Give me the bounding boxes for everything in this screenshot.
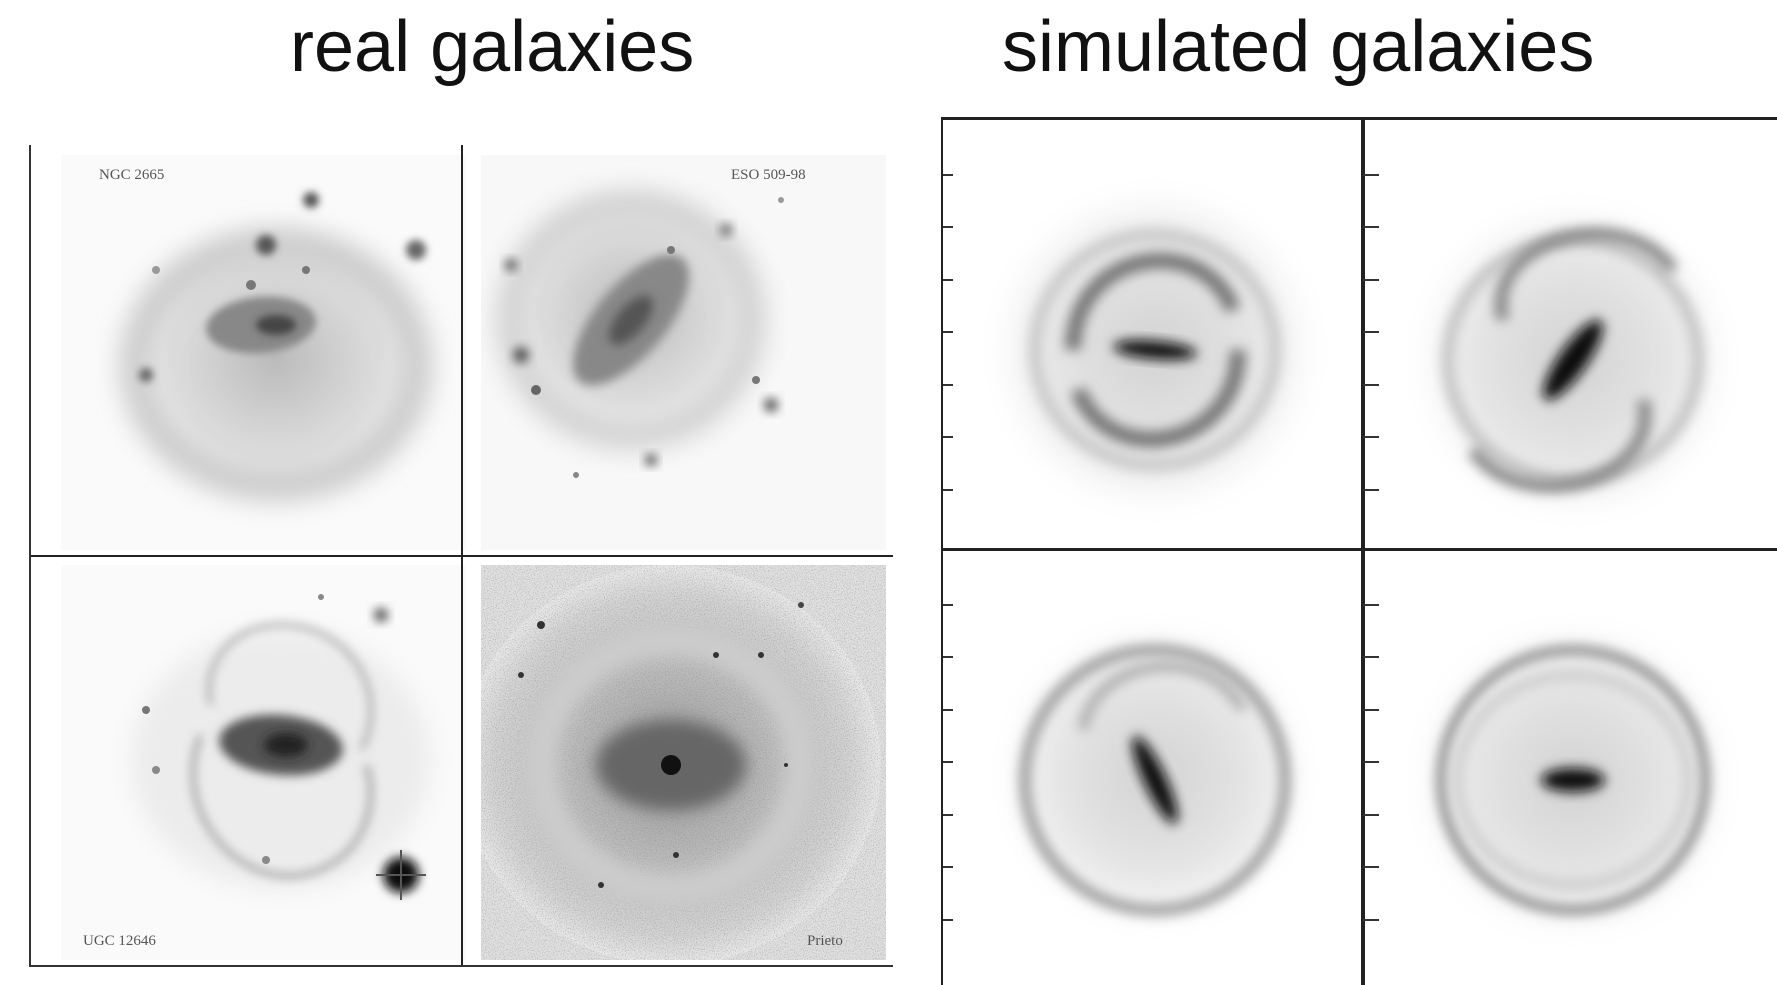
real-grid-horizontal-divider (31, 555, 893, 557)
panel-label-prieto: Prieto (807, 933, 843, 949)
galaxy-image-4 (481, 565, 886, 960)
panel-label-eso-509-98: ESO 509-98 (731, 167, 806, 183)
simulated-galaxy-4 (1408, 615, 1738, 945)
simulated-galaxy-3 (995, 615, 1315, 935)
simulated-panels (943, 120, 1777, 985)
galaxy-image-2 (481, 155, 886, 550)
heading-real: real galaxies (290, 7, 695, 87)
simulated-galaxies-grid (941, 117, 1777, 985)
simulated-grid-vertical-divider (1361, 120, 1365, 985)
real-galaxies-grid: NGC 2665 ESO 509-98 (29, 145, 893, 967)
panel-label-ugc-12646: UGC 12646 (83, 933, 156, 949)
galaxy-image-3 (61, 565, 466, 960)
real-panel-prieto: Prieto (481, 565, 886, 960)
real-panel-ngc-2665: NGC 2665 (61, 155, 466, 550)
tick-marks (943, 174, 1379, 921)
panel-label-ngc-2665: NGC 2665 (99, 167, 165, 183)
simulated-grid-horizontal-divider (943, 548, 1777, 551)
simulated-galaxy-1 (985, 180, 1325, 520)
real-panel-ugc-12646: UGC 12646 (61, 565, 466, 960)
real-panel-eso-509-98: ESO 509-98 (481, 155, 886, 550)
galaxy-image-1 (61, 155, 466, 550)
heading-simulated: simulated galaxies (1002, 7, 1595, 87)
simulated-galaxy-2 (1408, 195, 1738, 525)
